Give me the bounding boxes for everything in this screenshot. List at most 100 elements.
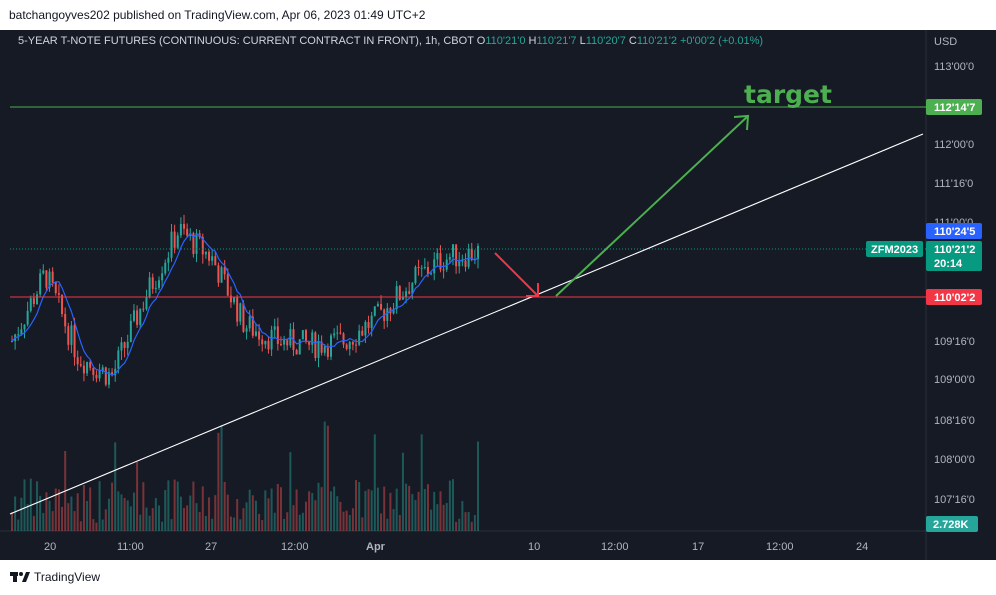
volume-bar xyxy=(36,481,39,531)
candle-body xyxy=(111,372,114,376)
candle-body xyxy=(86,362,89,374)
candle-body xyxy=(76,357,79,365)
candle-body xyxy=(82,365,85,374)
y-tick: 108'16'0 xyxy=(934,415,975,427)
candle-body xyxy=(114,368,117,376)
volume-bar xyxy=(464,512,467,531)
candle-body xyxy=(326,346,329,357)
volume-bar xyxy=(380,513,383,531)
candle-body xyxy=(176,235,179,248)
volume-bar xyxy=(276,483,279,531)
ascending-trendline[interactable] xyxy=(9,133,924,515)
candle-body xyxy=(42,270,45,274)
volume-bar xyxy=(129,506,132,531)
candle-body xyxy=(167,257,170,263)
low-value: 110'20'7 xyxy=(585,35,626,47)
candle-body xyxy=(61,294,64,314)
candle-body xyxy=(461,260,464,262)
candle-body xyxy=(226,274,229,296)
volume-bar xyxy=(442,504,445,531)
volume-bar xyxy=(107,498,110,531)
volume-bar xyxy=(151,508,154,531)
svg-text:110'24'5: 110'24'5 xyxy=(934,226,975,238)
candle-body xyxy=(239,303,242,322)
candle-body xyxy=(311,332,314,345)
chart-area[interactable]: target USD 113'00'0 112'00'0 111'16'0 11… xyxy=(0,30,996,560)
volume-bar xyxy=(373,434,376,531)
currency-label: USD xyxy=(934,36,957,48)
candle-body xyxy=(23,324,26,330)
volume-bar xyxy=(386,518,389,531)
volume-bar xyxy=(183,507,186,531)
y-axis-ticks[interactable]: 113'00'0 112'00'0 111'16'0 111'00'0 109'… xyxy=(934,61,975,506)
candle-body xyxy=(464,260,467,267)
symbol-tag: ZFM2023 xyxy=(866,241,923,257)
candle-body xyxy=(320,341,323,353)
volume-bar xyxy=(170,519,173,531)
candle-body xyxy=(26,310,29,325)
volume-bar xyxy=(408,485,411,531)
candle-body xyxy=(376,303,379,307)
candle-body xyxy=(95,374,98,379)
candle-body xyxy=(301,330,304,340)
candle-body xyxy=(304,330,307,342)
svg-text:2.728K: 2.728K xyxy=(933,519,969,531)
volume-bar xyxy=(214,495,217,531)
candle-body xyxy=(101,367,104,371)
volume-bar xyxy=(204,515,207,531)
volume-bar xyxy=(273,512,276,531)
volume-bar xyxy=(451,479,454,531)
volume-bar xyxy=(342,511,345,531)
volume-bar xyxy=(283,518,286,531)
candle-body xyxy=(201,236,204,255)
open-label: O xyxy=(476,35,486,47)
candle-body xyxy=(79,364,82,366)
green-arrow-up[interactable] xyxy=(555,114,750,297)
candles xyxy=(11,214,479,389)
volume-bar xyxy=(223,481,226,531)
candle-body xyxy=(439,253,442,270)
candle-body xyxy=(164,262,167,274)
volume-bar xyxy=(414,500,417,531)
volume-bar xyxy=(39,495,42,531)
candle-body xyxy=(242,303,245,332)
volume-bar xyxy=(42,512,45,531)
volume-bar xyxy=(417,491,420,531)
candle-body xyxy=(236,297,239,322)
candle-body xyxy=(364,321,367,336)
volume-bar xyxy=(23,479,26,531)
candle-body xyxy=(408,291,411,294)
x-tick: 20 xyxy=(44,541,56,553)
chart-canvas[interactable]: target USD 113'00'0 112'00'0 111'16'0 11… xyxy=(0,30,996,560)
volume-bar xyxy=(132,492,135,531)
symbol-legend[interactable]: 5-YEAR T-NOTE FUTURES (CONTINUOUS: CURRE… xyxy=(18,35,763,47)
volume-bar xyxy=(104,509,107,531)
volume-bar xyxy=(198,512,201,531)
candle-body xyxy=(107,372,110,385)
candle-body xyxy=(264,340,267,345)
volume-bar xyxy=(154,498,157,531)
x-axis-ticks[interactable]: 20 11:00 27 12:00 Apr 10 12:00 17 12:00 … xyxy=(44,541,868,553)
volume-bar xyxy=(455,521,458,531)
svg-text:110'02'2: 110'02'2 xyxy=(934,292,975,304)
volume-bar xyxy=(420,434,423,531)
volume-bar xyxy=(401,452,404,531)
tradingview-logo[interactable]: TradingView xyxy=(10,570,100,584)
volume-bar xyxy=(32,516,35,531)
candle-body xyxy=(261,339,264,345)
volume-bar xyxy=(239,519,242,531)
candle-body xyxy=(445,259,448,270)
candle-body xyxy=(423,267,426,269)
volume-bar xyxy=(279,487,282,531)
volume-bar xyxy=(295,489,298,531)
x-tick: 12:00 xyxy=(766,541,794,553)
candle-body xyxy=(351,341,354,345)
volume-bar xyxy=(358,482,361,531)
volume-bar xyxy=(79,521,82,531)
candle-body xyxy=(186,228,189,236)
volume-bar xyxy=(48,500,51,531)
volume-bar xyxy=(101,519,104,531)
volume-bar xyxy=(217,432,220,531)
candle-body xyxy=(270,329,273,350)
red-arrow-down[interactable] xyxy=(494,252,539,297)
